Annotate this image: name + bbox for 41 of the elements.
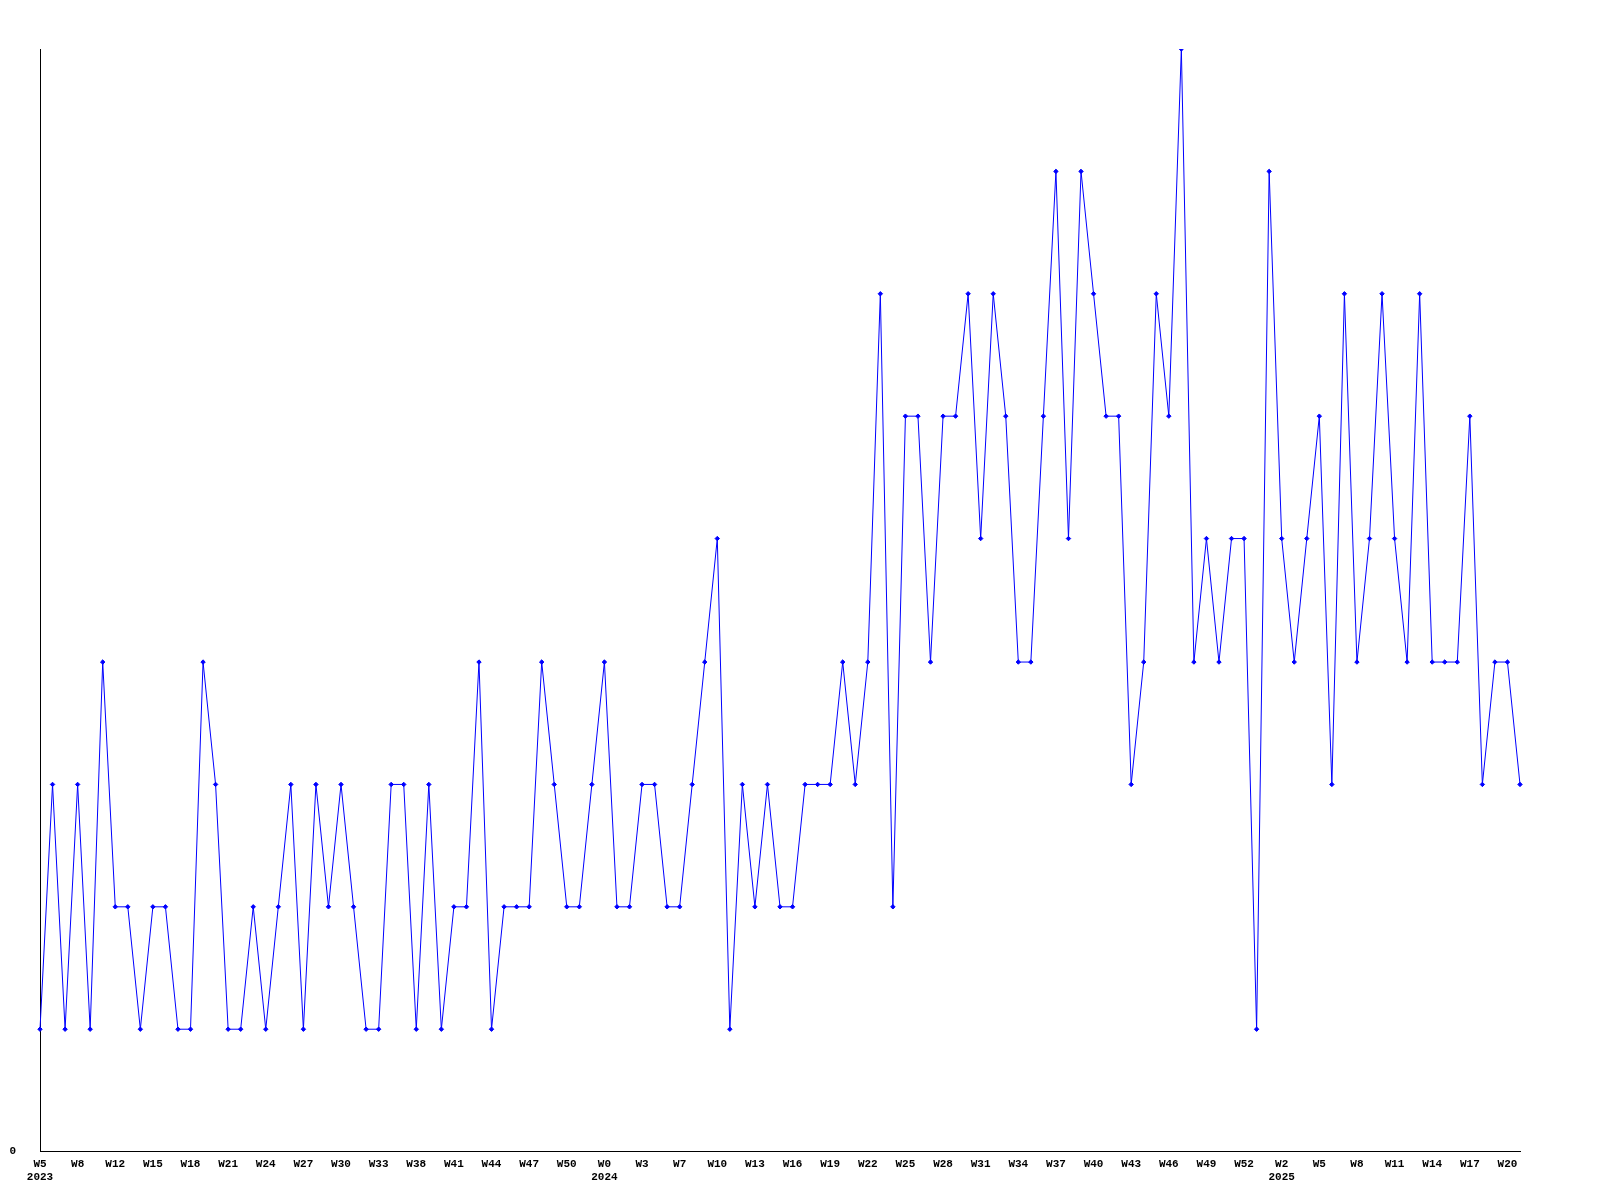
x-tick-label: W21: [218, 1157, 239, 1170]
x-tick-label: W50: [556, 1157, 577, 1170]
x-tick-label: W31: [970, 1157, 991, 1170]
x-tick-label: W3: [635, 1157, 650, 1170]
x-tick-label: W25: [895, 1157, 916, 1170]
text: 0: [9, 1145, 16, 1158]
x-tick-label: W22: [857, 1157, 878, 1170]
x-tick-label: W5 2023: [26, 1157, 54, 1184]
x-tick-label: W2 2025: [1268, 1157, 1296, 1184]
x-tick-label: W5: [1312, 1157, 1327, 1170]
x-tick-label: W28: [933, 1157, 954, 1170]
x-tick-label: W10: [707, 1157, 728, 1170]
x-tick-label: W8: [71, 1157, 85, 1170]
x-tick-label: W37: [1046, 1157, 1066, 1170]
x-tick-label: W0 2024: [591, 1157, 619, 1184]
x-tick-label: W16: [782, 1157, 803, 1170]
x-tick-label: W41: [443, 1157, 465, 1170]
x-tick-label: W49: [1196, 1157, 1217, 1170]
x-tick-label: W20: [1497, 1157, 1518, 1170]
x-tick-label: W18: [180, 1157, 201, 1170]
x-tick-label: W40: [1083, 1157, 1104, 1170]
x-tick-label: W12: [105, 1157, 126, 1170]
x-tick-label: W38: [406, 1157, 427, 1170]
x-tick-label: W19: [820, 1157, 841, 1170]
x-tick-label: W13: [745, 1157, 766, 1170]
x-tick-label: W17: [1459, 1157, 1480, 1170]
x-tick-label: W24: [255, 1157, 277, 1170]
x-tick-label: W34: [1008, 1157, 1029, 1170]
x-tick-label: W46: [1158, 1157, 1179, 1170]
x-tick-label: W47: [519, 1157, 540, 1170]
x-tick-label: W43: [1121, 1157, 1142, 1170]
x-tick-label: W27: [293, 1157, 314, 1170]
x-tick-label: W15: [142, 1157, 164, 1170]
x-tick-label: W8: [1350, 1157, 1364, 1170]
x-tick-label: W44: [481, 1157, 502, 1170]
x-tick-label: W33: [368, 1157, 389, 1170]
x-tick-label: W30: [331, 1157, 351, 1170]
x-tick-label: W14: [1422, 1157, 1443, 1170]
x-tick-label: W7: [673, 1157, 687, 1170]
x-tick-label: W11: [1384, 1157, 1405, 1170]
x-tick-label: W52: [1234, 1157, 1254, 1170]
